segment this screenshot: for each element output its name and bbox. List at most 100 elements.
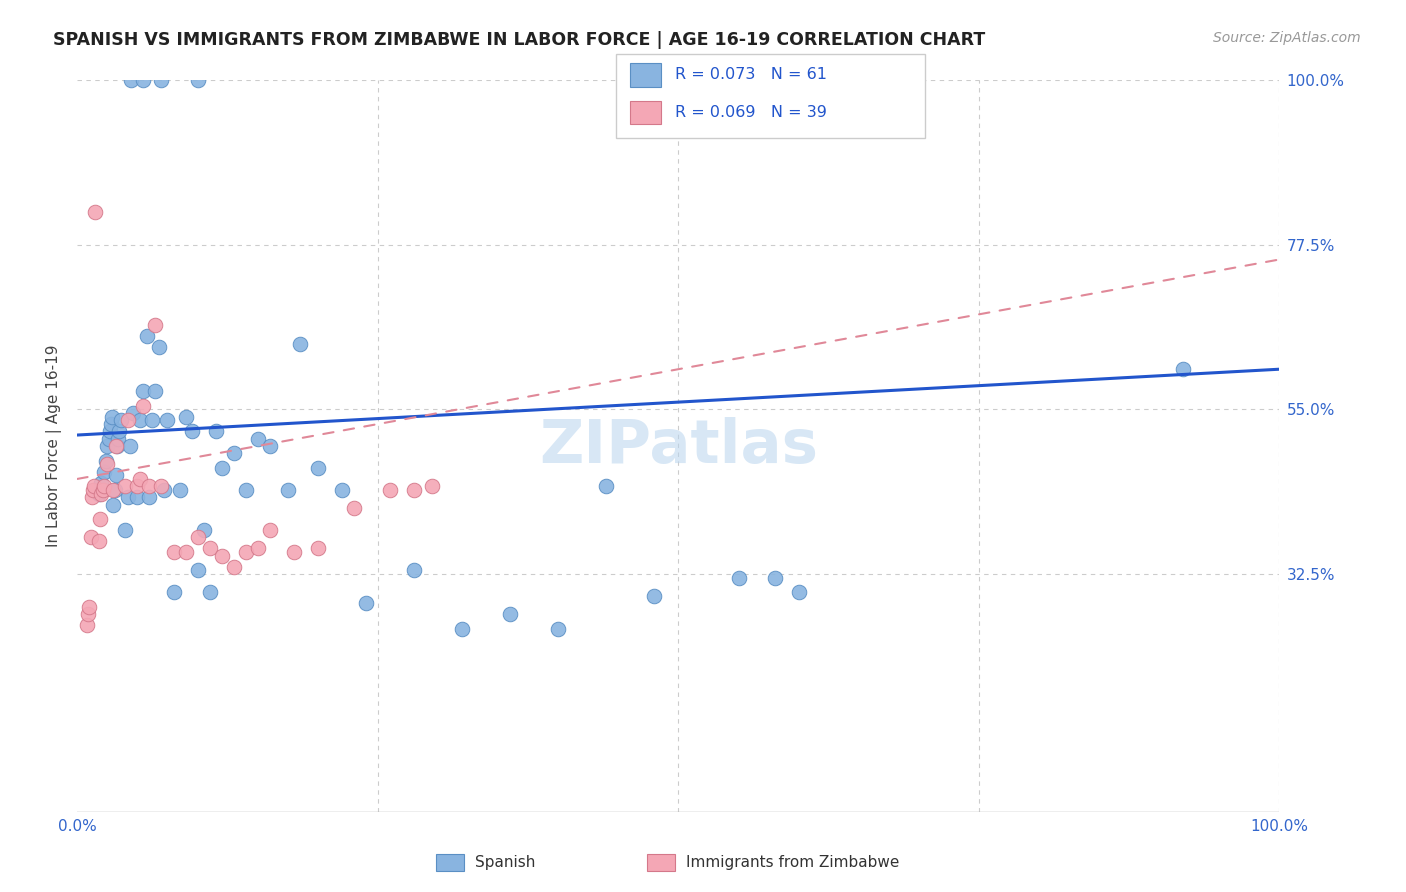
- Point: [187, 530, 209, 544]
- Text: Immigrants from Zimbabwe: Immigrants from Zimbabwe: [686, 855, 900, 870]
- Point: [132, 384, 155, 399]
- Point: [420, 479, 443, 493]
- Point: [145, 318, 167, 333]
- Point: [727, 571, 749, 585]
- Point: [246, 541, 269, 556]
- Point: [80, 490, 103, 504]
- Point: [204, 425, 226, 439]
- Point: [108, 425, 131, 439]
- Point: [91, 483, 114, 497]
- Point: [156, 413, 179, 427]
- Point: [499, 607, 522, 622]
- Point: [90, 475, 112, 490]
- Point: [148, 340, 170, 354]
- Point: [136, 329, 159, 343]
- Point: [277, 483, 299, 497]
- Text: Source: ZipAtlas.com: Source: ZipAtlas.com: [1213, 31, 1361, 45]
- Point: [153, 483, 176, 497]
- Point: [101, 409, 124, 424]
- Point: [187, 563, 209, 577]
- Point: [96, 439, 118, 453]
- Point: [180, 425, 202, 439]
- Point: [79, 530, 101, 544]
- Point: [114, 479, 136, 493]
- Point: [187, 73, 209, 87]
- Point: [162, 585, 184, 599]
- Point: [117, 413, 139, 427]
- Point: [246, 432, 269, 446]
- Point: [193, 523, 215, 537]
- Point: [259, 523, 281, 537]
- Point: [307, 461, 329, 475]
- Point: [96, 453, 118, 467]
- Point: [259, 439, 281, 453]
- Point: [90, 486, 112, 500]
- Point: [547, 622, 569, 636]
- Point: [145, 384, 167, 399]
- Point: [87, 534, 110, 549]
- Point: [105, 439, 128, 453]
- Point: [169, 483, 191, 497]
- Point: [162, 545, 184, 559]
- Point: [98, 425, 121, 439]
- Point: [198, 585, 221, 599]
- Point: [77, 607, 100, 622]
- Point: [103, 498, 125, 512]
- Point: [235, 545, 257, 559]
- Point: [96, 458, 118, 472]
- Point: [451, 622, 474, 636]
- Text: ZIPatlas: ZIPatlas: [538, 417, 818, 475]
- Point: [104, 439, 127, 453]
- Point: [150, 73, 173, 87]
- Point: [82, 483, 104, 497]
- Point: [100, 417, 122, 431]
- Point: [117, 490, 139, 504]
- Point: [288, 336, 311, 351]
- Text: SPANISH VS IMMIGRANTS FROM ZIMBABWE IN LABOR FORCE | AGE 16-19 CORRELATION CHART: SPANISH VS IMMIGRANTS FROM ZIMBABWE IN L…: [53, 31, 986, 49]
- Point: [114, 523, 136, 537]
- Point: [763, 571, 786, 585]
- Point: [79, 599, 101, 614]
- Point: [343, 501, 366, 516]
- Point: [141, 413, 163, 427]
- Point: [138, 490, 160, 504]
- Point: [283, 545, 305, 559]
- Point: [110, 413, 132, 427]
- Point: [402, 483, 425, 497]
- Point: [174, 409, 197, 424]
- Point: [150, 479, 173, 493]
- Point: [402, 563, 425, 577]
- Text: R = 0.069   N = 39: R = 0.069 N = 39: [675, 105, 827, 120]
- Point: [787, 585, 810, 599]
- Point: [307, 541, 329, 556]
- Point: [128, 472, 150, 486]
- Point: [93, 479, 115, 493]
- Point: [127, 490, 149, 504]
- Point: [104, 483, 127, 497]
- Point: [128, 413, 150, 427]
- Point: [121, 406, 143, 420]
- Point: [222, 446, 245, 460]
- Point: [198, 541, 221, 556]
- Point: [93, 465, 115, 479]
- Point: [84, 205, 107, 219]
- Point: [132, 73, 155, 87]
- Point: [211, 549, 233, 563]
- Point: [330, 483, 353, 497]
- Point: [138, 479, 160, 493]
- Point: [103, 483, 125, 497]
- Point: [378, 483, 401, 497]
- Point: [104, 468, 127, 483]
- Point: [127, 479, 149, 493]
- Point: [222, 559, 245, 574]
- Point: [120, 73, 142, 87]
- Point: [89, 512, 111, 526]
- Point: [107, 432, 129, 446]
- Point: [132, 399, 155, 413]
- Point: [354, 596, 377, 610]
- Point: [120, 439, 142, 453]
- Point: [83, 479, 105, 493]
- Text: R = 0.073   N = 61: R = 0.073 N = 61: [675, 68, 827, 82]
- Text: Spanish: Spanish: [475, 855, 536, 870]
- Point: [643, 589, 665, 603]
